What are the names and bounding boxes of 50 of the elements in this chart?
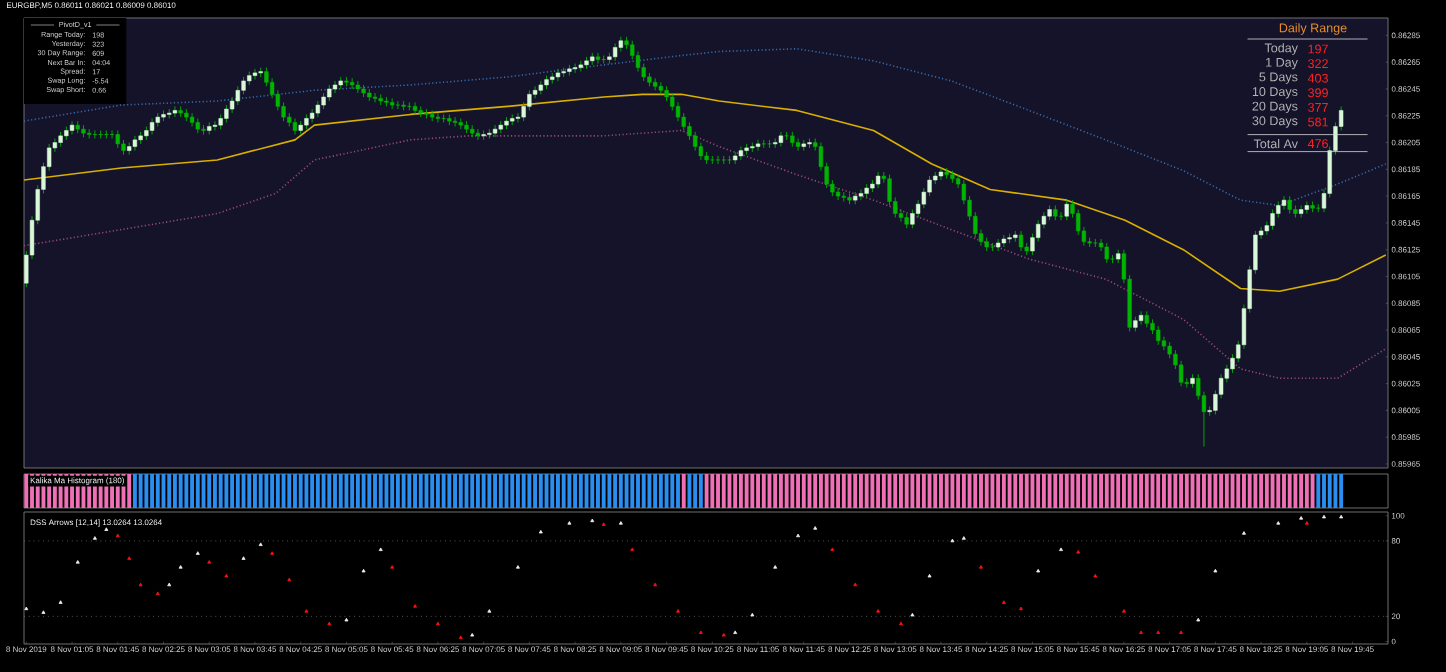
candlestick (189, 112, 195, 127)
candlestick (601, 55, 607, 64)
candlestick (235, 85, 240, 106)
candlestick (109, 130, 115, 139)
candlestick (87, 128, 92, 139)
candlestick (309, 108, 315, 123)
candlestick (555, 68, 561, 82)
candlestick (69, 120, 75, 135)
candlestick (612, 42, 618, 62)
candlestick (355, 80, 360, 94)
candlestick (1156, 325, 1161, 346)
candlestick (395, 100, 401, 110)
candlestick (1104, 242, 1109, 264)
candlestick (475, 128, 481, 141)
candlestick (92, 130, 98, 139)
candlestick (1064, 199, 1069, 221)
candlestick (1315, 203, 1321, 213)
candlestick (406, 101, 412, 111)
candlestick (132, 135, 138, 152)
candlestick (755, 139, 761, 152)
candlestick (1281, 195, 1287, 210)
candlestick (778, 131, 784, 148)
candlestick (149, 117, 155, 135)
candlestick (675, 101, 681, 122)
candlestick (1058, 211, 1064, 221)
candlestick (996, 238, 1001, 252)
candlestick (595, 52, 601, 64)
candlestick (1270, 209, 1275, 231)
candlestick (738, 146, 744, 161)
candlestick (492, 124, 498, 138)
candlestick (441, 113, 446, 123)
candlestick (104, 130, 109, 139)
candlestick (1298, 205, 1304, 218)
candlestick (1138, 310, 1144, 326)
candlestick (1018, 230, 1024, 252)
candlestick (332, 80, 338, 94)
candlestick (98, 130, 103, 139)
candlestick (795, 138, 801, 152)
candlestick (938, 167, 944, 181)
candlestick (715, 155, 721, 165)
candlestick (201, 124, 206, 135)
candlestick (1001, 234, 1006, 248)
candlestick (835, 187, 841, 201)
candlestick (653, 77, 658, 91)
candlestick (292, 117, 298, 135)
candlestick (172, 105, 178, 118)
candlestick (658, 81, 663, 95)
candlestick (858, 188, 864, 201)
candlestick (412, 101, 418, 115)
candlestick (252, 68, 258, 81)
